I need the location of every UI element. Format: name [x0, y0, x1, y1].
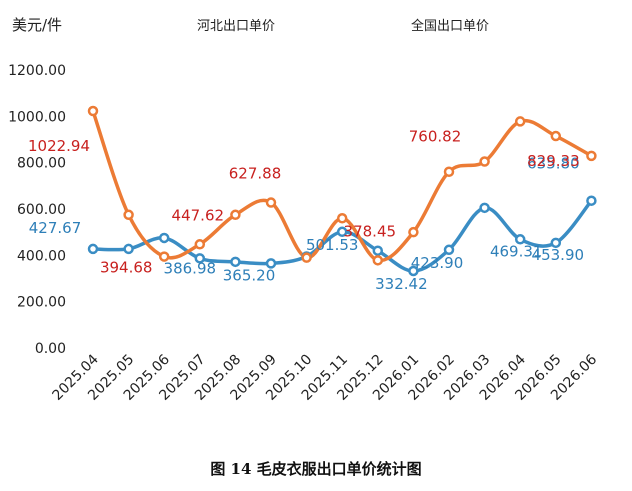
data-label: 760.82	[409, 128, 462, 146]
data-point-1	[550, 237, 562, 249]
data-label: 365.20	[223, 266, 276, 284]
data-point-1	[586, 195, 597, 206]
y-tick-label: 600.00	[17, 202, 66, 218]
data-point-1	[158, 232, 170, 244]
y-tick-label: 0.00	[35, 341, 66, 357]
data-point-1	[194, 253, 206, 264]
data-point-2	[586, 150, 597, 162]
data-point-2	[230, 209, 241, 221]
data-point-1	[479, 202, 490, 214]
data-point-1	[443, 244, 455, 256]
data-point-1	[123, 243, 134, 255]
data-label: 332.42	[375, 275, 428, 293]
data-label: 447.62	[172, 206, 225, 224]
y-tick-label: 800.00	[17, 156, 66, 172]
unit-label: 美元/件	[12, 16, 62, 34]
data-label: 423.90	[411, 254, 464, 272]
data-label: 378.45	[344, 222, 397, 240]
data-point-1	[336, 226, 348, 238]
data-point-2	[514, 116, 526, 127]
data-point-2	[87, 105, 99, 117]
legend-entry: 全国出口单价	[411, 18, 489, 34]
data-point-1	[87, 243, 99, 255]
data-label: 1022.94	[28, 137, 90, 155]
data-point-2	[372, 255, 384, 266]
y-tick-label: 1200.00	[8, 63, 66, 79]
data-label: 635.80	[527, 155, 580, 173]
data-point-1	[408, 265, 419, 277]
data-label: 453.90	[532, 246, 585, 264]
data-label: 501.53	[306, 236, 359, 254]
data-label: 386.98	[164, 259, 217, 277]
data-point-2	[265, 197, 277, 208]
data-label: 469.31	[490, 242, 543, 260]
figure-caption: 图 14 毛皮衣服出口单价统计图	[210, 460, 422, 478]
data-point-2	[408, 226, 419, 238]
data-point-1	[514, 234, 526, 245]
y-tick-label: 400.00	[17, 248, 66, 264]
data-label: 829.33	[527, 152, 580, 170]
data-point-1	[265, 258, 277, 269]
y-tick-label: 200.00	[17, 295, 66, 311]
data-label: 427.67	[29, 219, 82, 237]
data-point-2	[336, 213, 348, 224]
data-point-2	[158, 251, 170, 262]
data-point-2	[123, 209, 134, 221]
data-point-2	[301, 252, 312, 263]
data-point-2	[479, 156, 490, 167]
data-point-2	[443, 166, 455, 177]
data-label: 627.88	[229, 165, 282, 183]
legend-entry: 河北出口单价	[197, 19, 275, 34]
y-tick-label: 1000.00	[8, 109, 66, 125]
data-point-1	[372, 245, 384, 256]
data-point-2	[194, 239, 206, 250]
data-point-2	[550, 130, 562, 142]
data-label: 394.68	[100, 259, 153, 277]
data-point-1	[230, 256, 241, 268]
